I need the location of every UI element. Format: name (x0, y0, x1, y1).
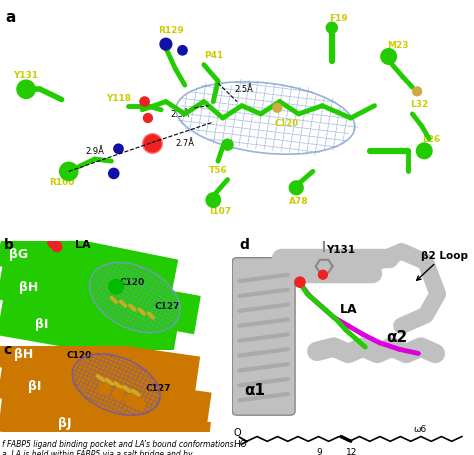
Text: β2 Loop: β2 Loop (417, 250, 468, 281)
Point (22, 86, 30, 94)
Point (328, 25, 336, 32)
Point (112, 283, 120, 291)
Text: Y131: Y131 (327, 245, 356, 255)
Text: f FABP5 ligand binding pocket and LA’s bound conformations.: f FABP5 ligand binding pocket and LA’s b… (2, 439, 237, 448)
Text: C120: C120 (120, 277, 145, 286)
Text: 12: 12 (346, 447, 357, 455)
Point (115, 146, 122, 153)
Text: 9: 9 (317, 447, 323, 455)
Text: βI: βI (35, 318, 48, 331)
Text: R100: R100 (49, 178, 74, 187)
Text: LA: LA (339, 303, 357, 316)
Text: a: a (6, 10, 16, 25)
Text: T56: T56 (209, 166, 228, 174)
Text: C127: C127 (155, 301, 180, 310)
Text: L26: L26 (422, 135, 440, 144)
Point (292, 185, 300, 192)
Text: Y131: Y131 (13, 71, 39, 80)
Text: 2.5Å: 2.5Å (235, 85, 254, 94)
Point (319, 272, 327, 279)
Text: I107: I107 (210, 207, 231, 215)
Text: C127: C127 (145, 384, 171, 392)
Text: 2.9Å: 2.9Å (85, 147, 104, 156)
Text: α2: α2 (386, 329, 407, 344)
Text: R129: R129 (158, 26, 183, 35)
Text: 2.3Å: 2.3Å (171, 110, 190, 119)
Text: d: d (239, 238, 249, 251)
Text: C120: C120 (275, 118, 299, 127)
Point (65, 168, 73, 176)
Text: C120: C120 (66, 350, 91, 359)
Point (100, 385, 108, 393)
Text: βH: βH (14, 347, 33, 360)
Point (273, 105, 281, 112)
Text: LA: LA (74, 239, 90, 249)
Text: 2.7Å: 2.7Å (175, 139, 194, 148)
Text: b: b (3, 238, 13, 252)
Text: α1: α1 (245, 382, 266, 397)
Text: HO: HO (234, 439, 247, 448)
Text: A78: A78 (289, 196, 309, 205)
Text: F19: F19 (329, 14, 348, 23)
Point (210, 197, 217, 204)
Text: O: O (234, 427, 241, 437)
Text: ω6: ω6 (413, 424, 427, 433)
Point (385, 54, 392, 61)
Text: βG: βG (9, 248, 28, 261)
Point (413, 88, 421, 96)
Point (110, 170, 118, 177)
Text: c: c (3, 342, 12, 356)
Point (179, 48, 186, 55)
FancyBboxPatch shape (232, 258, 295, 415)
Text: βJ: βJ (58, 416, 72, 429)
Text: βH: βH (18, 281, 38, 293)
Point (296, 279, 304, 286)
Point (115, 391, 122, 398)
Point (162, 41, 170, 49)
Text: L32: L32 (410, 100, 428, 109)
Point (224, 142, 231, 149)
Point (53, 243, 61, 251)
Text: P41: P41 (204, 51, 223, 60)
Point (420, 148, 428, 155)
Point (144, 115, 152, 122)
Text: M23: M23 (387, 40, 409, 50)
Point (148, 140, 155, 147)
Text: a, LA is held within FABP5 via a salt bridge and hy: a, LA is held within FABP5 via a salt br… (2, 450, 193, 455)
Point (50, 239, 57, 247)
Point (136, 400, 143, 408)
Text: βI: βI (28, 379, 41, 392)
Point (141, 99, 148, 106)
Text: Y118: Y118 (106, 94, 131, 103)
Point (128, 396, 135, 404)
